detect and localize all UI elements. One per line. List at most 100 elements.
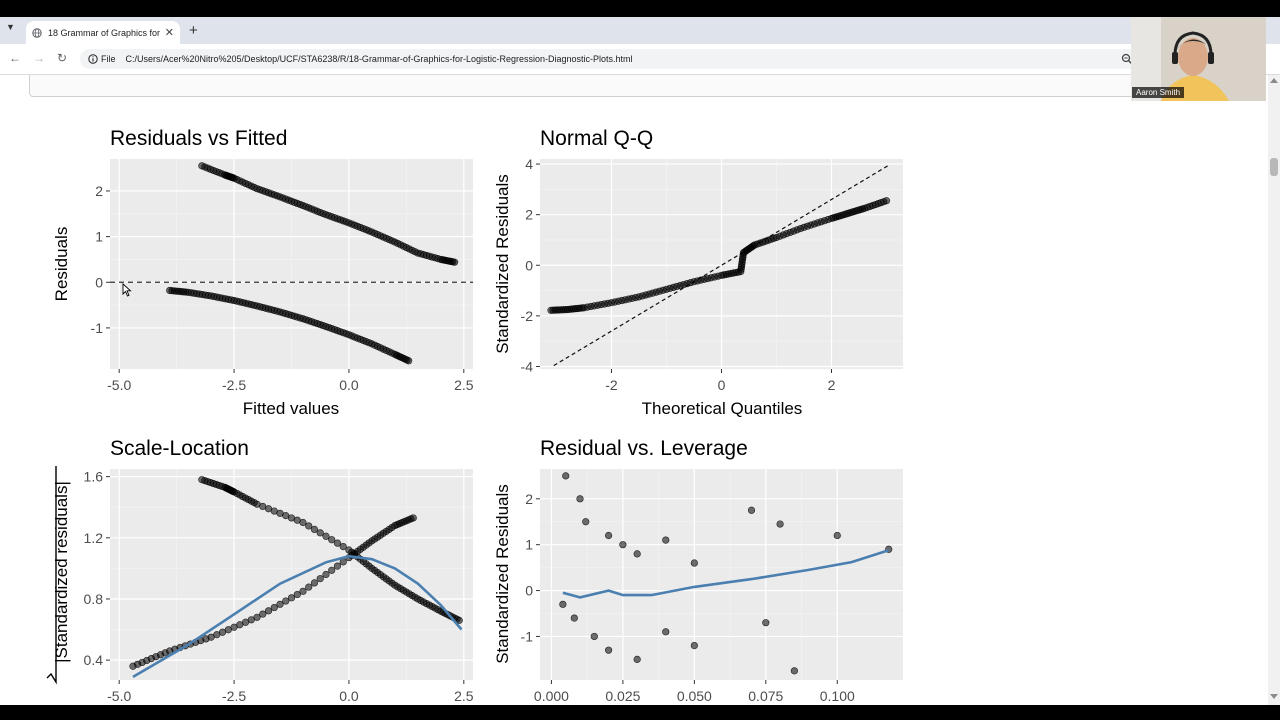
data-point	[790, 667, 798, 675]
y-tick-label: 0	[525, 583, 533, 599]
x-tick-label: -5.0	[107, 688, 131, 704]
y-axis-label-standardized-residuals: Standardized Residuals	[493, 174, 512, 354]
y-tick-label: -4	[521, 358, 534, 374]
data-point	[576, 495, 584, 503]
y-tick-label: -1	[91, 320, 104, 336]
data-point	[451, 258, 459, 266]
data-point	[287, 594, 296, 602]
plot-panel-residual-vs-leverage	[540, 469, 903, 680]
data-point	[293, 590, 301, 599]
y-tick-label: 0.8	[84, 591, 104, 607]
data-point	[259, 610, 267, 618]
x-tick-label: 0.075	[748, 688, 783, 704]
sqrt-symbol	[46, 466, 57, 685]
webcam-name-label: Aaron Smith	[1132, 87, 1185, 98]
plot-title-scale-location: Scale-Location	[110, 437, 249, 460]
plot-title-residuals-vs-fitted: Residuals vs Fitted	[110, 127, 287, 150]
data-point	[582, 518, 590, 526]
data-point	[339, 542, 347, 551]
info-icon	[88, 54, 98, 64]
data-point	[310, 579, 319, 587]
data-point	[305, 583, 313, 591]
data-point	[633, 655, 641, 663]
x-tick-label: 0.000	[534, 688, 569, 704]
scrollbar-thumb[interactable]	[1270, 158, 1278, 176]
tab-strip	[0, 17, 1280, 44]
data-point	[633, 550, 641, 558]
x-tick-label: 2	[828, 377, 836, 393]
data-point	[662, 628, 670, 636]
diagnostic-plots-figure: Residuals vs Fitted -5.0 -2.5 0.0 2.5210-1 …	[46, 127, 903, 704]
y-tick-label: 0.4	[84, 652, 104, 668]
x-axis-label-theoretical-quantiles: Theoretical Quantiles	[642, 399, 803, 418]
x-axis-label-fitted: Fitted values	[243, 399, 339, 418]
qq-reference-line	[553, 164, 890, 367]
plot-marks-normal-qq: -2 0 2 4 2 0 -2 -4	[521, 156, 903, 393]
data-point	[570, 614, 578, 622]
plot-marks-residual-vs-leverage: 0.000 0.025 0.050 0.075 0.100 2 1 0 -1	[521, 469, 903, 704]
y-tick-label: 1.6	[84, 469, 104, 485]
data-point	[299, 518, 307, 527]
address-bar[interactable]: File C:/Users/Acer%20Nitro%205/Desktop/U…	[80, 49, 1140, 69]
data-point	[276, 600, 284, 608]
data-point	[322, 532, 330, 540]
forward-arrow-icon[interactable]: →	[33, 51, 45, 65]
data-point	[310, 525, 319, 533]
reload-icon[interactable]: ↻	[57, 51, 68, 65]
x-tick-label: 2.5	[454, 377, 474, 393]
screen-bottom-bar	[0, 705, 1280, 720]
data-point	[282, 597, 290, 605]
x-tick-label: 0.0	[339, 688, 359, 704]
x-tick-label: -2.5	[222, 688, 246, 704]
x-tick-label: 0.0	[339, 377, 359, 393]
data-point	[333, 562, 342, 570]
browser-tab[interactable]: 18 Grammar of Graphics for Lo ✕	[26, 21, 180, 44]
data-point	[762, 619, 770, 627]
vertical-scrollbar[interactable]	[1268, 75, 1280, 705]
data-point	[619, 541, 627, 549]
y-tick-label: 1.2	[84, 530, 104, 546]
y-tick-label: 1	[525, 537, 533, 553]
y-tick-label: 2	[525, 207, 533, 223]
data-point	[305, 522, 313, 530]
plot-title-residual-vs-leverage: Residual vs. Leverage	[540, 437, 748, 460]
y-tick-label: 2	[95, 183, 103, 199]
tab-title: 18 Grammar of Graphics for Lo	[48, 27, 161, 38]
plot-marks-residuals-vs-fitted: -5.0 -2.5 0.0 2.5 2 1 0 -1	[91, 159, 474, 393]
data-point	[299, 587, 307, 595]
scroll-down-arrow-icon[interactable]	[1270, 694, 1278, 699]
y-tick-label: 1	[95, 229, 103, 245]
y-axis-label-residuals: Residuals	[52, 227, 71, 302]
x-tick-label: -2	[605, 377, 618, 393]
data-point	[559, 600, 567, 608]
y-tick-label: 0	[525, 257, 533, 273]
x-tick-label: 2.5	[454, 688, 474, 704]
back-arrow-icon[interactable]: ←	[9, 51, 21, 65]
globe-icon	[32, 27, 42, 38]
data-point	[270, 603, 278, 612]
scroll-up-arrow-icon[interactable]	[1270, 78, 1278, 83]
data-point	[264, 607, 273, 615]
x-tick-label: 0	[718, 377, 726, 393]
smooth-line	[132, 554, 463, 679]
y-tick-label: 4	[525, 156, 533, 172]
y-tick-label: 2	[525, 491, 533, 507]
new-tab-plus-icon[interactable]: +	[189, 22, 198, 39]
data-point	[747, 506, 756, 514]
plot-marks-scale-location: -5.0 -2.5 0.0 2.5 1.6 1.2 0.8 0.4	[84, 469, 474, 704]
x-tick-label: 0.025	[605, 688, 640, 704]
data-point	[882, 197, 891, 205]
data-point	[409, 514, 417, 522]
close-tab-icon[interactable]: ✕	[164, 27, 174, 39]
data-point	[562, 472, 570, 480]
tab-search-chevron-icon[interactable]: ▼	[6, 22, 15, 32]
y-tick-label: -1	[521, 628, 534, 644]
data-point	[833, 531, 841, 540]
data-point	[322, 570, 330, 579]
x-tick-label: -5.0	[107, 377, 131, 393]
x-tick-label: 0.100	[820, 688, 855, 704]
data-point	[328, 566, 336, 574]
data-point	[776, 520, 784, 528]
y-tick-label: -2	[521, 308, 534, 324]
plot-title-normal-qq: Normal Q-Q	[540, 127, 653, 150]
